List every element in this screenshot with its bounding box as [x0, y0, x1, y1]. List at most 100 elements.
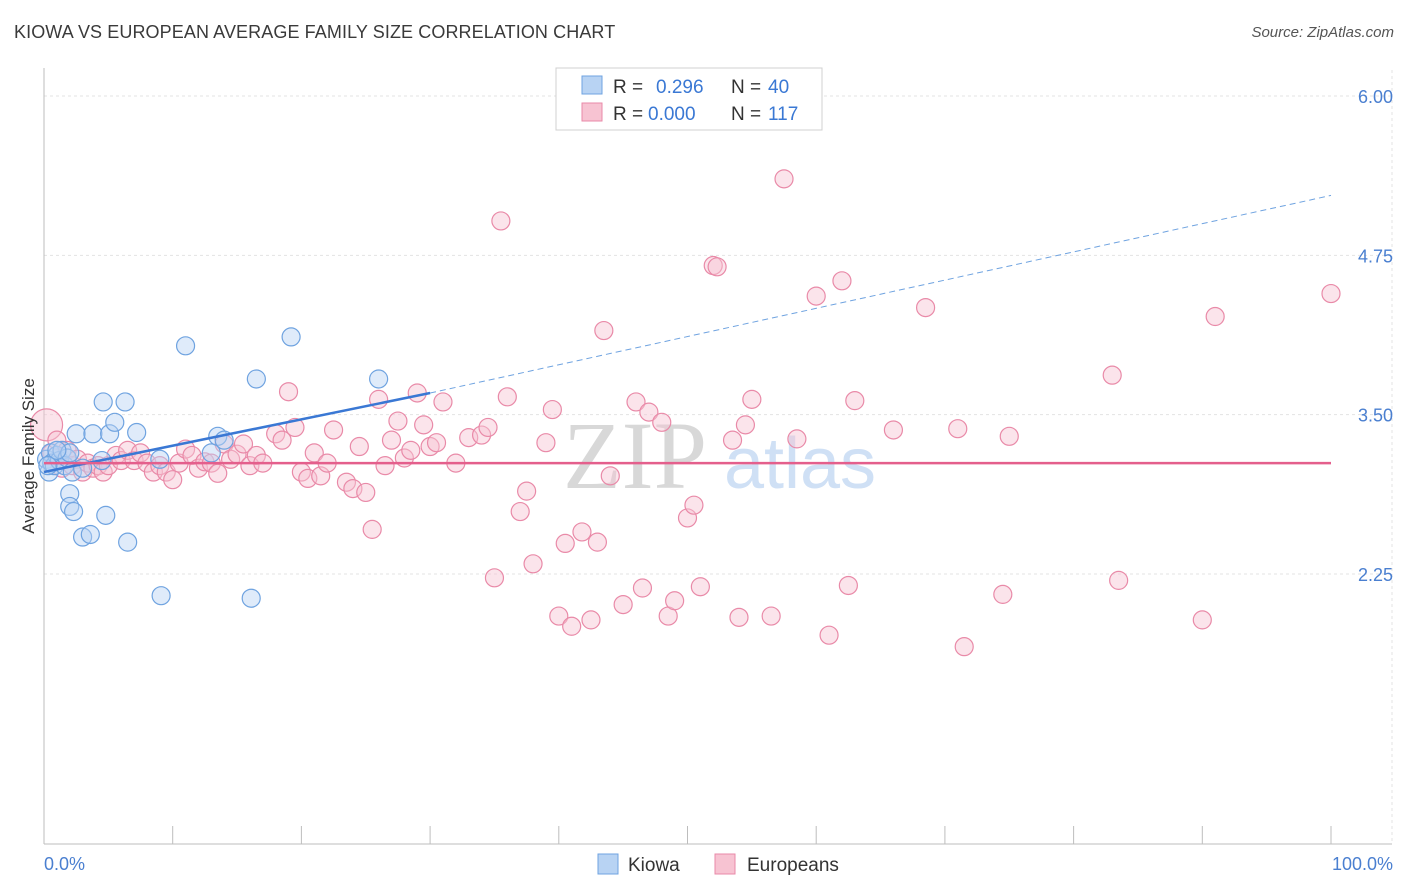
chart-title: KIOWA VS EUROPEAN AVERAGE FAMILY SIZE CO…	[14, 22, 616, 42]
point-europeans-79	[581, 610, 601, 630]
point-europeans-65	[471, 425, 492, 445]
point-kiowa-13	[60, 496, 80, 517]
bottom-legend-swatch-kiowa	[597, 853, 619, 875]
y-tick-label-2: 3.50	[1358, 406, 1393, 426]
x-tick-labels: 0.0% 100.0%	[44, 854, 1393, 874]
legend-swatch-europeans	[581, 102, 603, 122]
point-europeans-38	[272, 430, 292, 450]
point-kiowa-17	[73, 527, 93, 547]
point-europeans-58	[407, 383, 427, 403]
point-europeans-94	[707, 257, 727, 277]
bottom-legend-swatch-europeans	[714, 853, 736, 875]
point-kiowa-18	[80, 524, 100, 545]
point-europeans-81	[594, 320, 614, 341]
point-europeans-29	[208, 463, 228, 483]
point-kiowa-30	[175, 336, 196, 356]
legend-n-value-europeans: 117	[768, 104, 798, 125]
axes	[43, 68, 1392, 845]
point-europeans-53	[375, 456, 395, 476]
point-europeans-68	[491, 211, 511, 231]
point-europeans-113	[1102, 365, 1122, 385]
point-kiowa-22	[96, 505, 116, 525]
point-europeans-50	[356, 482, 376, 503]
legend-r-value-europeans: 0.000	[648, 104, 696, 125]
point-europeans-108	[915, 297, 936, 318]
bottom-legend-label-europeans: Europeans	[747, 855, 839, 876]
point-europeans-100	[774, 169, 794, 189]
point-europeans-117	[1321, 283, 1341, 304]
point-europeans-114	[1109, 570, 1129, 590]
point-kiowa-14	[64, 501, 84, 522]
point-europeans-66	[478, 417, 498, 438]
point-kiowa-26	[118, 532, 138, 552]
trend-line-kiowa-extension	[429, 194, 1332, 394]
bottom-legend-label-kiowa: Kiowa	[628, 855, 680, 876]
chart-source: Source: ZipAtlas.com	[1251, 24, 1394, 41]
point-europeans-57	[401, 440, 421, 460]
point-europeans-109	[948, 419, 968, 439]
y-tick-label-1: 4.75	[1358, 246, 1393, 266]
point-europeans-61	[426, 433, 447, 453]
point-kiowa-24	[105, 412, 125, 432]
point-kiowa-34	[241, 588, 261, 608]
point-europeans-12	[98, 456, 118, 476]
point-europeans-69	[497, 387, 517, 407]
point-europeans-49	[349, 436, 369, 457]
point-europeans-80	[587, 532, 608, 552]
legend-r-value-kiowa: 0.296	[656, 77, 704, 98]
point-europeans-70	[510, 501, 530, 522]
point-europeans-46	[323, 420, 344, 440]
point-europeans-116	[1205, 306, 1225, 327]
point-europeans-104	[832, 271, 852, 291]
point-europeans-75	[549, 606, 569, 626]
point-europeans-105	[838, 575, 858, 596]
point-europeans-54	[381, 430, 402, 450]
bottom-legend: Kiowa Europeans	[597, 853, 839, 876]
point-kiowa-35	[246, 369, 266, 389]
point-europeans-40	[285, 417, 305, 438]
legend-n-value-kiowa: 40	[768, 77, 789, 98]
point-europeans-76	[555, 533, 575, 554]
point-europeans-67	[484, 568, 505, 588]
point-europeans-78	[572, 522, 592, 542]
point-europeans-51	[362, 519, 382, 539]
legend-n-label-kiowa: N =	[731, 77, 761, 98]
point-kiowa-37	[369, 369, 389, 389]
point-kiowa-23	[100, 424, 120, 444]
point-europeans-89	[665, 591, 685, 611]
point-europeans-106	[845, 391, 865, 411]
point-europeans-92	[690, 577, 710, 597]
point-europeans-111	[993, 584, 1013, 604]
point-kiowa-29	[151, 586, 171, 606]
point-kiowa-27	[127, 422, 147, 443]
legend-r-label-kiowa: R =	[613, 77, 643, 98]
point-europeans-48	[343, 478, 363, 499]
point-europeans-74	[542, 399, 562, 420]
legend-entry-kiowa: R = 0.296 N = 40	[581, 75, 789, 98]
y-tick-label-0: 6.00	[1358, 87, 1393, 107]
watermark-zip: ZIP	[563, 402, 707, 509]
point-europeans-107	[883, 420, 904, 440]
legend: R = 0.296 N = 40 R = 0.000 N = 117	[555, 67, 823, 131]
point-europeans-101	[787, 429, 807, 449]
point-europeans-96	[729, 607, 749, 627]
point-kiowa-15	[66, 424, 86, 444]
point-europeans-95	[722, 430, 743, 450]
point-europeans-91	[684, 495, 704, 515]
watermark: ZIP atlas	[563, 402, 876, 509]
x-tick-label-min: 0.0%	[44, 854, 85, 874]
point-europeans-99	[761, 606, 781, 626]
point-europeans-110	[954, 637, 974, 657]
point-europeans-86	[639, 402, 659, 422]
y-axis-label: Average Family Size	[19, 378, 38, 534]
point-europeans-71	[517, 481, 537, 501]
trend-lines	[43, 194, 1332, 474]
point-europeans-84	[626, 392, 646, 412]
point-europeans-87	[652, 412, 672, 432]
point-kiowa-36	[281, 327, 301, 347]
point-europeans-97	[735, 415, 756, 435]
point-europeans-115	[1192, 610, 1212, 630]
point-europeans-102	[806, 286, 826, 306]
point-kiowa-25	[115, 392, 135, 412]
point-kiowa-28	[150, 449, 170, 469]
